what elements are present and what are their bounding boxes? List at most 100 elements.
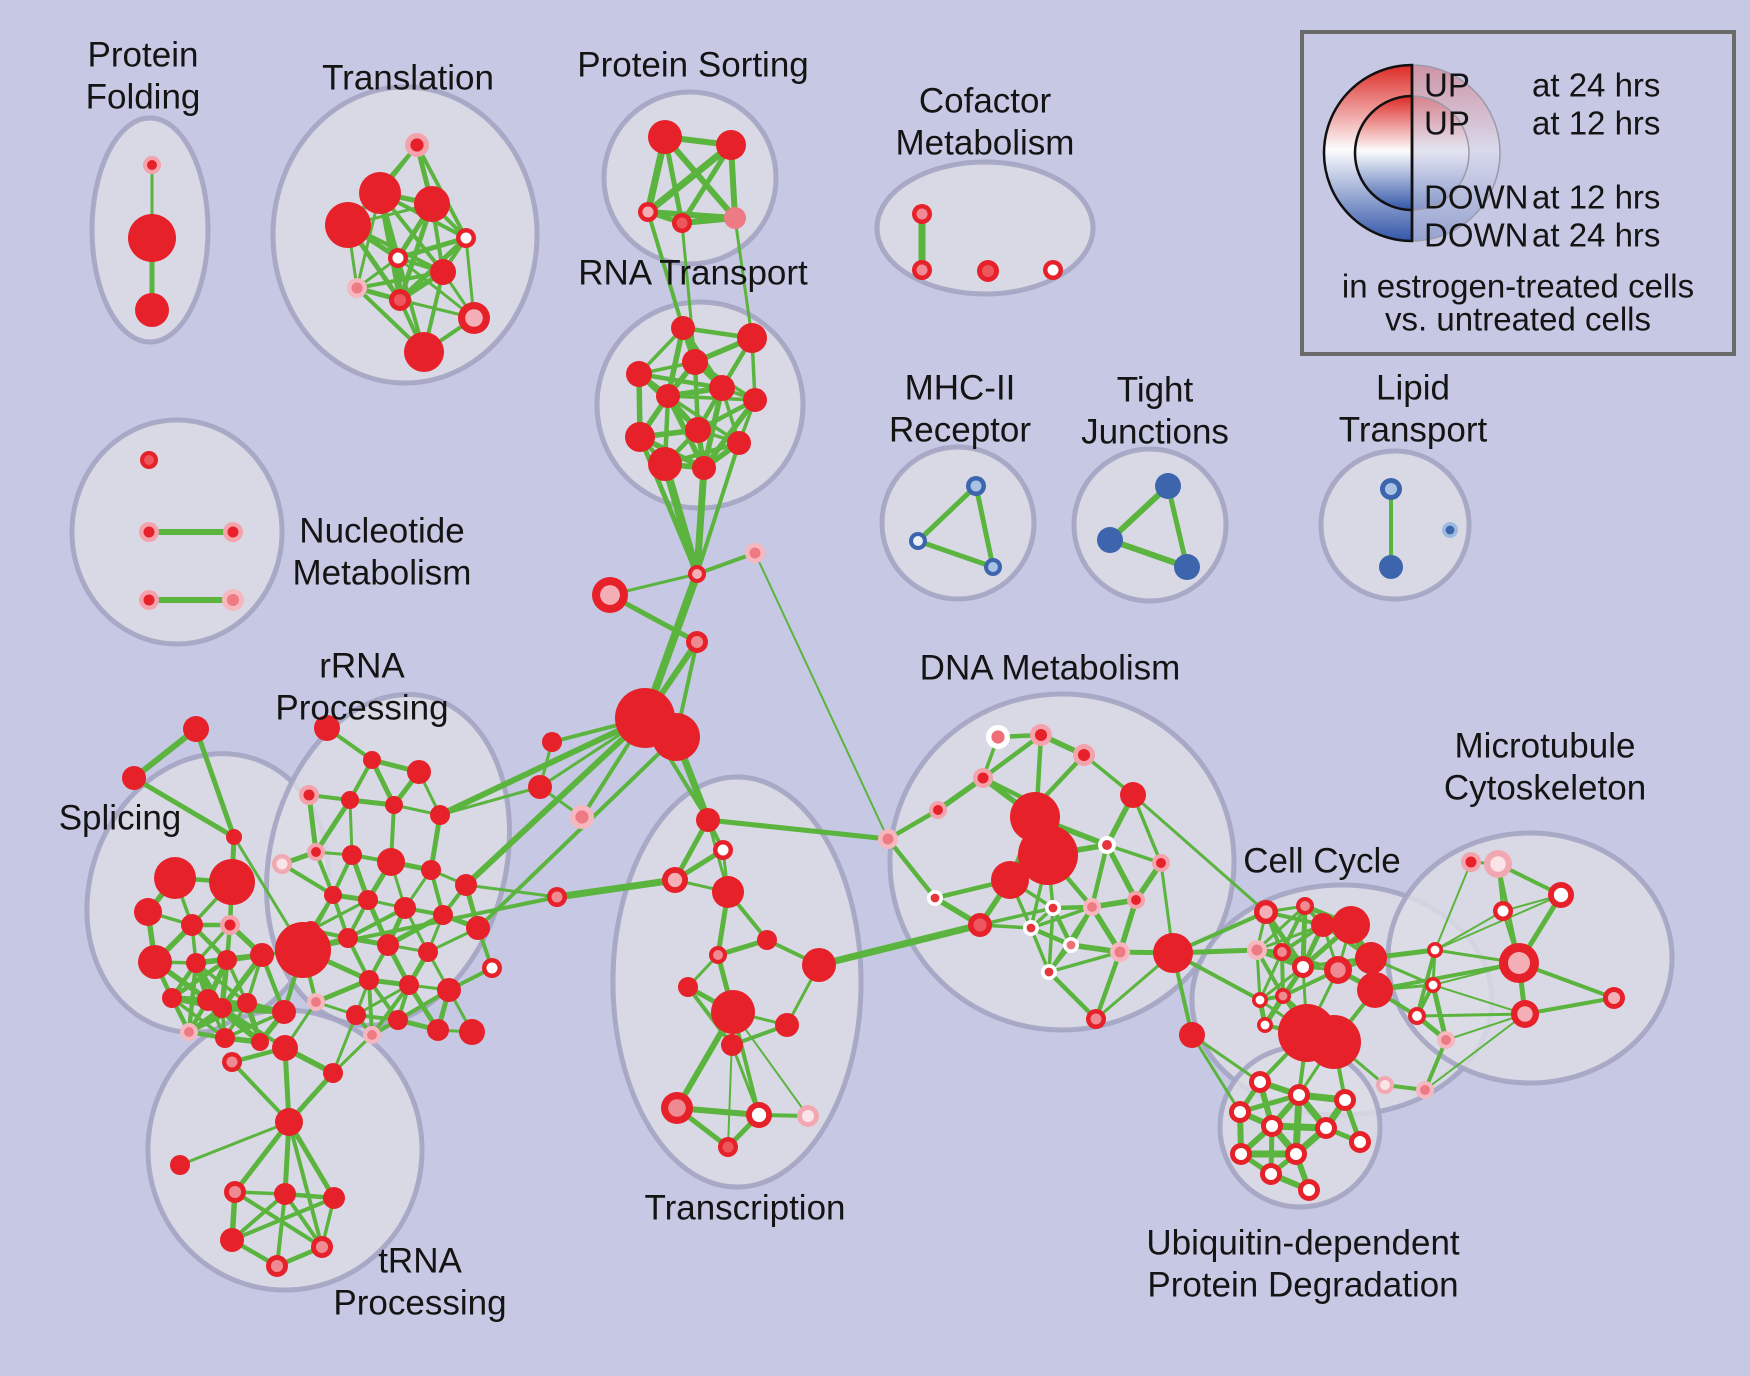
network-edge xyxy=(464,883,559,899)
node-core xyxy=(1278,991,1288,1001)
network-node xyxy=(1493,901,1513,921)
network-edge xyxy=(194,961,249,1005)
network-edge xyxy=(1434,894,1562,951)
node-ring xyxy=(212,998,232,1018)
node-core xyxy=(1428,980,1438,990)
network-node xyxy=(1442,522,1458,538)
node-core xyxy=(1490,856,1506,872)
node-ring xyxy=(1018,825,1078,885)
cluster-label-translation: Translation xyxy=(322,58,494,97)
node-core xyxy=(143,594,155,606)
network-node xyxy=(652,713,700,761)
node-ring xyxy=(342,845,362,865)
node-core xyxy=(1412,1011,1422,1021)
node-ring xyxy=(385,796,403,814)
network-node xyxy=(224,1181,246,1203)
cluster-label-protein-folding: Protein xyxy=(88,35,199,74)
cluster-blob-transcription xyxy=(610,774,864,1190)
network-edge xyxy=(695,441,741,576)
network-node xyxy=(394,897,416,919)
node-core xyxy=(1465,856,1477,868)
network-edge xyxy=(915,483,979,544)
network-edge xyxy=(978,906,1055,927)
network-node xyxy=(1086,1009,1106,1029)
node-core xyxy=(393,293,407,307)
network-edge xyxy=(733,216,754,340)
network-edge xyxy=(437,715,648,818)
network-node xyxy=(746,1102,772,1128)
cluster-label-mhc-ii-receptor: Receptor xyxy=(889,410,1031,449)
cluster-label-ubiquitin-degradation: Protein Degradation xyxy=(1147,1265,1458,1304)
node-core xyxy=(749,547,761,559)
network-edge xyxy=(131,775,237,840)
legend-direction-label: DOWN xyxy=(1424,179,1528,216)
node-ring xyxy=(709,375,735,401)
network-node xyxy=(1499,943,1539,983)
network-edge xyxy=(662,134,738,221)
network-node xyxy=(140,451,158,469)
network-node xyxy=(1292,956,1314,978)
network-edge xyxy=(973,483,996,570)
node-ring xyxy=(154,857,196,899)
node-core xyxy=(1102,840,1112,850)
network-node xyxy=(686,631,708,653)
node-core xyxy=(367,1030,377,1040)
node-ring xyxy=(134,898,162,926)
network-node xyxy=(377,848,405,876)
node-ring xyxy=(338,928,358,948)
node-core xyxy=(642,206,654,218)
network-node xyxy=(222,1052,242,1072)
network-edge xyxy=(286,1119,337,1201)
network-node xyxy=(1334,1089,1356,1111)
network-edge xyxy=(1190,1033,1262,1084)
node-ring xyxy=(162,988,182,1008)
node-core xyxy=(930,893,940,903)
cluster-label-splicing: Splicing xyxy=(59,798,182,837)
network-edge xyxy=(438,785,542,817)
network-node xyxy=(1247,940,1267,960)
network-node xyxy=(237,993,257,1013)
node-ring xyxy=(775,1013,799,1037)
network-edge xyxy=(666,394,757,402)
network-node xyxy=(251,1033,269,1051)
network-edge xyxy=(980,732,1044,781)
network-node xyxy=(274,1183,296,1205)
node-core xyxy=(722,1141,734,1153)
node-ring xyxy=(1097,527,1123,553)
node-core xyxy=(1380,1080,1390,1090)
node-core xyxy=(981,264,995,278)
legend-glyph xyxy=(1322,63,1501,243)
network-edge xyxy=(131,726,199,781)
network-node xyxy=(1261,1115,1283,1137)
node-ring xyxy=(430,259,456,285)
network-edge xyxy=(701,397,758,471)
node-core xyxy=(1234,1147,1248,1161)
network-node xyxy=(430,805,450,825)
network-node xyxy=(737,323,767,353)
node-core xyxy=(303,789,315,801)
node-core xyxy=(1255,995,1265,1005)
network-node xyxy=(1315,1117,1337,1139)
network-node xyxy=(346,1005,366,1025)
network-edge xyxy=(693,464,708,578)
node-ring xyxy=(711,990,755,1034)
network-node xyxy=(927,890,943,906)
network-node xyxy=(405,133,429,157)
network-node xyxy=(341,791,359,809)
network-node xyxy=(222,589,244,611)
network-edge xyxy=(915,538,996,570)
network-node xyxy=(1307,1015,1361,1069)
node-core xyxy=(692,569,702,579)
network-node xyxy=(215,1028,235,1048)
network-node xyxy=(128,214,176,262)
network-node xyxy=(314,715,340,741)
legend-direction-label: UP xyxy=(1424,105,1470,142)
node-core xyxy=(1508,952,1530,974)
network-node xyxy=(1018,825,1078,885)
node-core xyxy=(1338,1093,1352,1107)
legend-footer-text: vs. untreated cells xyxy=(1385,301,1651,338)
legend-box xyxy=(1300,30,1736,356)
network-edge xyxy=(686,985,734,1047)
node-core xyxy=(801,1109,815,1123)
node-ring xyxy=(170,1155,190,1175)
